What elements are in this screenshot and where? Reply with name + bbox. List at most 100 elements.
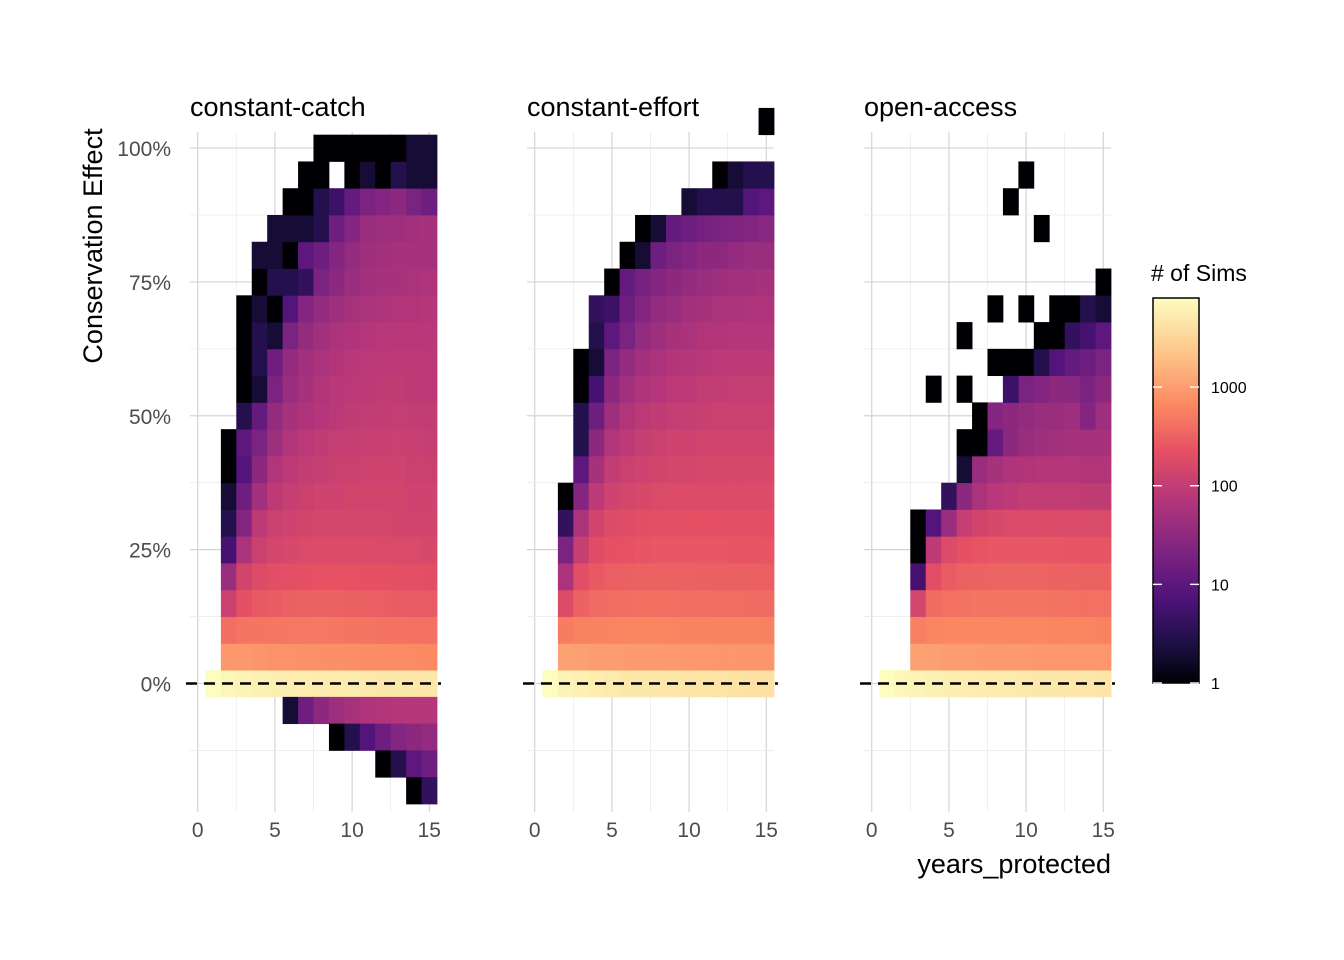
heatmap-tile [619,616,636,644]
heatmap-tile [375,214,392,243]
heatmap-tile [390,616,407,644]
heatmap-tile [910,563,927,591]
heatmap-tile [390,589,407,617]
heatmap-tile [282,589,299,617]
heatmap-tile [390,455,407,484]
heatmap-tile [421,429,438,457]
heatmap-tile [251,295,268,323]
heatmap-tile [282,643,299,671]
heatmap-tile [359,509,376,537]
heatmap-tile [313,402,330,430]
heatmap-tile [1049,429,1066,457]
x-tick-label: 0 [866,819,878,842]
heatmap-tile [375,536,392,564]
heatmap-tile [987,589,1004,617]
heatmap-tile [573,402,590,430]
heatmap-tile [956,563,973,591]
legend-title: # of Sims [1151,260,1247,286]
heatmap-tile [251,482,268,510]
heatmap-tile [619,241,636,269]
heatmap-tile [282,429,299,457]
heatmap-tile [344,402,361,430]
heatmap-tile [328,295,345,323]
heatmap-tile [650,616,667,644]
heatmap-tile [588,295,605,323]
heatmap-tile [406,750,422,778]
heatmap-tile [758,188,775,216]
heatmap-tile [635,348,651,377]
heatmap-tile [619,455,636,484]
heatmap-tile [681,295,698,323]
heatmap-tile [236,375,253,403]
heatmap-tile [236,455,253,484]
heatmap-tile [1095,455,1112,484]
heatmap-tile [344,295,361,323]
heatmap-tile [727,295,744,323]
heatmap-tile [619,429,636,457]
heatmap-tile [406,322,422,350]
heatmap-tile [390,723,407,751]
heatmap-tile [956,643,973,671]
heatmap-tile [421,696,438,725]
heatmap-tile [1064,509,1081,537]
heatmap-tile [727,402,744,430]
y-axis: 0% 25% 50% 75% 100% [117,138,171,696]
heatmap-tile [375,348,392,377]
heatmap-tile [1095,402,1112,430]
heatmap-tile [313,482,330,510]
heatmap-tile [328,402,345,430]
heatmap-tile [1080,670,1096,698]
heatmap-tile [987,482,1004,510]
heatmap-tile [956,616,973,644]
heatmap-tile [344,241,361,269]
heatmap-tile [267,375,284,403]
heatmap-tile [956,589,973,617]
heatmap-tile [344,616,361,644]
heatmap-tile [696,214,713,243]
heatmap-tile [406,696,422,725]
heatmap-tile [390,295,407,323]
heatmap-tile [941,670,958,698]
heatmap-tile [359,161,376,189]
heatmap-tile [282,348,299,377]
heatmap-tile [557,482,574,510]
heatmap-tile [743,161,759,189]
heatmap-tile [1018,429,1035,457]
heatmap-tile [375,723,392,751]
x-tick-label: 10 [1014,819,1037,842]
heatmap-tile [619,402,636,430]
heatmap-tile [375,402,392,430]
heatmap-tile [328,241,345,269]
heatmap-tile [956,455,973,484]
heatmap-tile [390,375,407,403]
heatmap-tile [375,509,392,537]
heatmap-tile [298,161,314,189]
heatmap-tile [743,429,759,457]
heatmap-tile [328,536,345,564]
heatmap-tile [1018,375,1035,403]
y-tick-label: 0% [141,673,171,696]
x-tick-label: 10 [340,819,363,842]
heatmap-tile [344,589,361,617]
heatmap-tile [390,482,407,510]
heatmap-tile [1049,482,1066,510]
heatmap-tile [251,348,268,377]
heatmap-tile [665,509,682,537]
heatmap-tile [406,563,422,591]
heatmap-tile [1080,643,1096,671]
heatmap-tile [298,348,314,377]
heatmap-tile [267,348,284,377]
x-tick-label: 5 [269,819,281,842]
heatmap-tile [987,402,1004,430]
heatmap-tile [635,402,651,430]
heatmap-tile [1002,429,1019,457]
heatmap-tile [557,536,574,564]
heatmap-tile [406,295,422,323]
heatmap-tile [604,536,621,564]
heatmap-tile [573,482,590,510]
heatmap-tile [712,616,729,644]
heatmap-tile [1064,482,1081,510]
heatmap-tile [344,696,361,725]
heatmap-tile [1018,643,1035,671]
heatmap-tile [1064,589,1081,617]
